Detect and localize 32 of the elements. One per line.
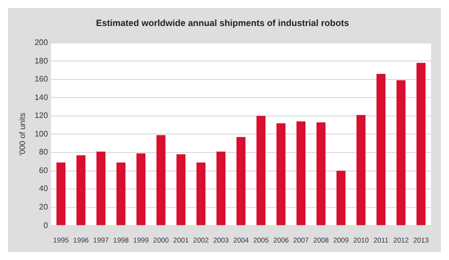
bar [356,115,366,226]
bar [136,153,146,226]
bar [396,80,406,226]
y-tick-label: 40 [39,184,48,194]
bar [276,123,286,226]
bar [216,152,226,226]
bar [56,162,66,226]
bar [236,136,246,226]
chart-title: Estimated worldwide annual shipments of industrial robots [96,18,350,28]
y-axis-title: '000 of units [18,112,28,156]
y-tick-label: 80 [39,148,48,157]
bar [296,121,306,226]
y-tick-label: 180 [34,56,48,66]
bar [256,116,266,226]
y-tick-label: 20 [39,202,48,212]
bar [96,152,106,226]
y-tick-label: 0 [43,220,48,230]
bar [176,154,186,226]
bar [116,162,126,226]
bar [196,162,206,226]
bar [76,155,86,226]
y-tick-label: 120 [34,111,48,120]
bar [376,74,386,226]
bar [336,170,346,226]
bar [156,135,166,226]
y-tick-label: 200 [34,38,48,48]
y-tick-label: 140 [34,92,48,102]
y-tick-label: 100 [34,129,48,138]
y-tick-label: 60 [39,166,48,175]
y-tick-label: 160 [34,74,48,84]
bar [316,122,326,226]
bar [416,62,426,226]
